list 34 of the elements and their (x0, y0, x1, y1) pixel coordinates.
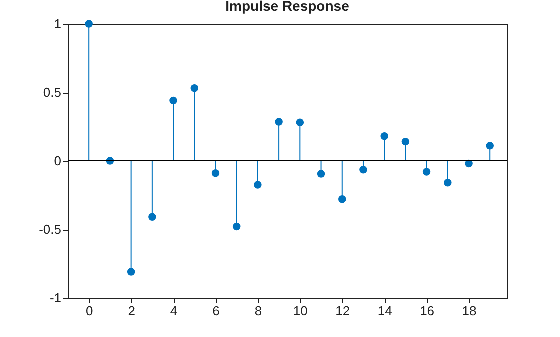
y-tick-label: -0.5 (39, 222, 62, 237)
x-tick-label: 12 (336, 304, 350, 318)
point (85, 20, 93, 28)
point (254, 181, 262, 189)
point (338, 195, 346, 204)
x-tick-label: 18 (462, 304, 477, 318)
y-tick-label: 0 (54, 154, 62, 168)
point (232, 222, 241, 231)
y-tick-label: 1 (54, 16, 62, 32)
x-tick-label: 4 (170, 304, 178, 318)
point (317, 170, 326, 178)
point (380, 132, 388, 140)
point (486, 142, 494, 150)
point (170, 96, 178, 105)
chart-title: Impulse Response (226, 0, 350, 14)
x-tick-label: 2 (128, 304, 136, 318)
point (212, 169, 220, 178)
x-tick-label: 10 (293, 304, 308, 318)
point (422, 168, 431, 176)
point (444, 179, 452, 187)
x-tick-label: 0 (86, 304, 94, 318)
point (360, 166, 368, 174)
x-tick-label: 6 (212, 304, 220, 318)
y-tick-label: -1 (50, 290, 62, 306)
point (148, 213, 156, 222)
point (275, 118, 283, 126)
point (402, 138, 410, 146)
point (127, 268, 136, 276)
y-tick-label: 0.5 (43, 85, 62, 100)
x-tick-label: 8 (254, 304, 262, 318)
x-tick-label: 14 (378, 304, 392, 318)
point (296, 118, 304, 127)
x-tick-label: 16 (420, 304, 435, 318)
point (190, 84, 199, 92)
